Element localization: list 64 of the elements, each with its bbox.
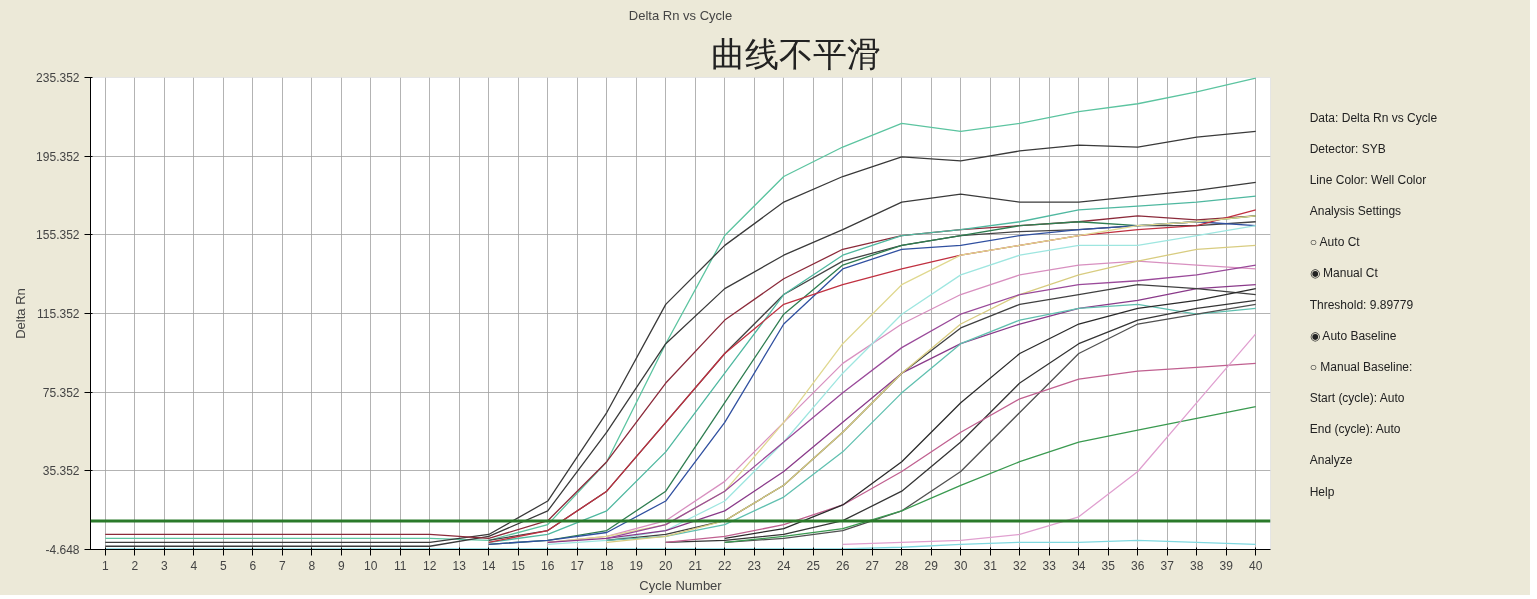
text: End (cycle): Auto (1309, 422, 1401, 437)
y-tick-label: 235.352 (36, 71, 80, 85)
text: Analysis Settings (1309, 204, 1402, 219)
text: ○ Manual Baseline: (1309, 359, 1413, 374)
x-tick-label: 29 (924, 558, 939, 573)
x-tick-label: 23 (747, 558, 762, 573)
x-tick-label: 14 (482, 558, 496, 573)
text: Analyze (1309, 453, 1353, 468)
y-tick-label: 75.352 (42, 385, 80, 400)
text: Start (cycle): Auto (1309, 391, 1405, 406)
x-tick-label: 36 (1131, 558, 1145, 573)
text: 曲线不平滑 (710, 34, 881, 73)
text: Help (1309, 484, 1335, 499)
text: Data: Delta Rn vs Cycle (1309, 110, 1438, 125)
y-tick-label: 115.352 (37, 307, 80, 321)
x-tick-label: 18 (600, 558, 614, 573)
x-tick-label: 6 (249, 558, 257, 573)
text: ○ Auto Ct (1309, 235, 1361, 250)
x-tick-label: 10 (364, 558, 378, 573)
x-tick-label: 7 (278, 558, 286, 573)
y-tick-label: 195.352 (36, 149, 80, 164)
text: ◉ Auto Baseline (1309, 328, 1397, 343)
x-tick-label: 30 (954, 558, 968, 573)
chart-title: Delta Rn vs Cycle (628, 7, 733, 23)
text: ◉ Manual Ct (1309, 266, 1379, 281)
text: Detector: SYB (1309, 141, 1386, 156)
x-tick-label: 16 (541, 558, 555, 573)
x-tick-label: 34 (1072, 558, 1086, 573)
x-tick-label: 33 (1042, 558, 1057, 573)
x-tick-label: 11 (394, 558, 407, 573)
x-tick-label: 32 (1013, 558, 1027, 573)
x-tick-label: 20 (659, 558, 673, 573)
x-tick-label: 2 (131, 558, 139, 573)
x-tick-label: 15 (511, 558, 526, 573)
x-tick-label: 17 (570, 558, 585, 573)
x-tick-label: 19 (629, 558, 644, 573)
x-tick-label: 12 (423, 558, 437, 573)
x-tick-label: 3 (160, 558, 168, 573)
x-axis-title: Cycle Number (639, 577, 723, 593)
x-tick-label: 25 (806, 558, 821, 573)
x-tick-label: 27 (865, 558, 880, 573)
y-tick-label: 35.352 (42, 464, 80, 479)
x-tick-label: 1 (101, 558, 109, 573)
x-tick-label: 9 (337, 558, 345, 573)
x-tick-label: 4 (190, 558, 198, 573)
x-tick-label: 40 (1249, 558, 1263, 573)
x-tick-label: 13 (452, 558, 467, 573)
y-tick-label: -4.648 (45, 543, 80, 557)
x-tick-label: 35 (1101, 558, 1116, 573)
x-tick-label: 31 (983, 558, 998, 573)
text: Line Color: Well Color (1309, 173, 1427, 187)
x-tick-label: 37 (1160, 558, 1175, 573)
x-tick-label: 28 (895, 558, 909, 573)
x-tick-label: 38 (1190, 558, 1204, 573)
x-tick-label: 21 (688, 558, 703, 573)
x-tick-label: 24 (777, 558, 791, 573)
x-tick-label: 5 (219, 558, 227, 573)
y-tick-label: 155.352 (36, 228, 80, 243)
x-tick-label: 39 (1219, 558, 1234, 573)
x-tick-label: 22 (718, 558, 732, 573)
y-axis-title: Delta Rn (13, 288, 29, 339)
x-tick-label: 8 (308, 558, 316, 573)
text: Threshold: 9.89779 (1309, 297, 1414, 312)
x-tick-label: 26 (836, 558, 850, 573)
